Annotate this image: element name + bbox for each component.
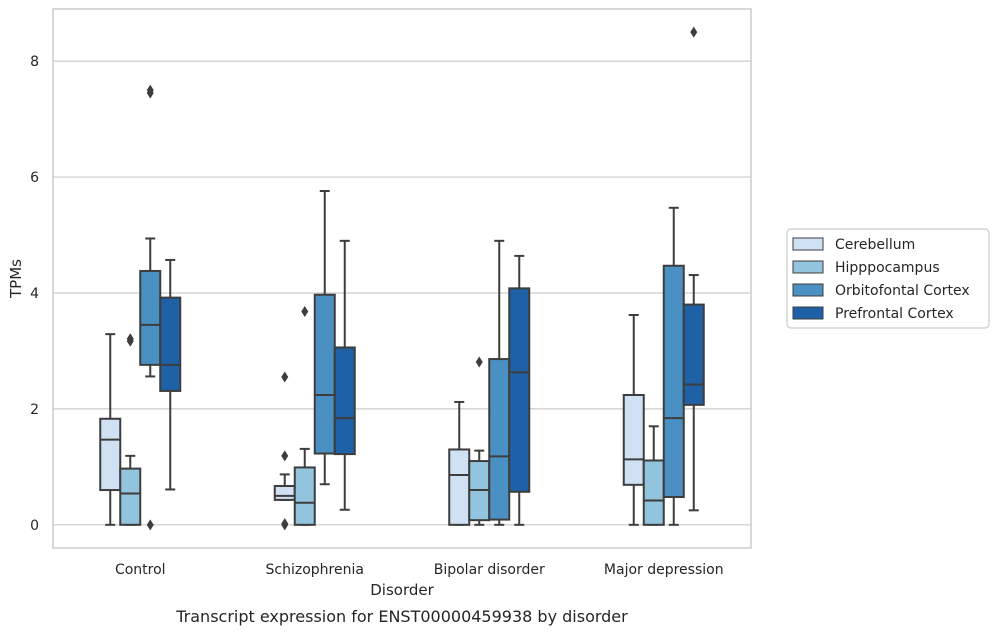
box-iqr (293, 466, 316, 526)
box-orbitofontal-cortex-control (139, 84, 162, 531)
box-iqr (682, 303, 705, 406)
legend: Cerebellum Hipppocampus Orbitofontal Corte… (786, 228, 990, 329)
outlier-point (146, 519, 154, 531)
legend-label: Prefrontal Cortex (835, 306, 954, 322)
box-orbitofontal-cortex-schizophrenia (313, 189, 336, 486)
legend-swatch (792, 260, 824, 274)
chart-caption: Transcript expression for ENST0000045993… (175, 607, 628, 626)
outlier-point (301, 306, 309, 318)
box-iqr (662, 264, 685, 498)
box-prefrontal-cortex-schizophrenia (333, 239, 356, 511)
outlier-point (126, 333, 134, 345)
box-iqr (99, 417, 122, 492)
x-axis-ticks: Control Schizophrenia Bipolar disorder Majo… (115, 562, 724, 578)
y-tick-label: 2 (30, 402, 39, 418)
legend-swatch (792, 237, 824, 251)
y-tick-label: 8 (30, 54, 39, 70)
box-iqr (642, 459, 665, 526)
box-prefrontal-cortex-bipolar-disorder (508, 254, 531, 526)
box-iqr (119, 467, 142, 526)
box-iqr (508, 287, 531, 493)
plot-frame (52, 8, 752, 549)
box-hipppocampus-schizophrenia (293, 306, 316, 526)
box-orbitofontal-cortex-bipolar-disorder (488, 239, 511, 526)
box-iqr (488, 358, 511, 521)
y-tick-label: 4 (30, 286, 39, 302)
box-iqr (448, 448, 471, 526)
legend-label: Cerebellum (835, 237, 915, 253)
outlier-point (281, 518, 289, 530)
outlier-point (146, 84, 154, 96)
legend-frame (786, 228, 990, 329)
box-cerebellum-bipolar-disorder (448, 400, 471, 526)
y-tick-label: 0 (30, 518, 39, 534)
legend-swatch (792, 283, 824, 297)
box-cerebellum-schizophrenia (273, 371, 296, 531)
box-iqr (333, 346, 356, 456)
box-hipppocampus-major-depression (642, 425, 665, 526)
outlier-point (690, 26, 698, 38)
legend-label: Hipppocampus (835, 260, 940, 276)
outlier-point (475, 356, 483, 368)
x-axis-label: Disorder (370, 581, 434, 599)
box-cerebellum-control (99, 333, 122, 526)
box-prefrontal-cortex-control (159, 258, 182, 491)
box-hipppocampus-bipolar-disorder (468, 356, 491, 526)
box-orbitofontal-cortex-major-depression (662, 206, 685, 526)
y-axis-ticks: 0 2 4 6 8 (30, 54, 39, 534)
y-axis-label: TPMs (7, 259, 25, 299)
y-tick-label: 6 (30, 170, 39, 186)
box-cerebellum-major-depression (622, 314, 645, 526)
box-iqr (622, 393, 645, 486)
legend-swatch (792, 306, 824, 320)
outlier-point (281, 371, 289, 383)
outlier-point (281, 450, 289, 462)
box-iqr (273, 484, 296, 501)
box-iqr (159, 296, 182, 392)
legend-label: Orbitofontal Cortex (835, 283, 970, 299)
x-tick-label: Bipolar disorder (434, 562, 545, 578)
box-iqr (139, 269, 162, 366)
x-tick-label: Schizophrenia (266, 562, 364, 578)
box-hipppocampus-control (119, 333, 142, 526)
x-tick-label: Control (115, 562, 166, 578)
box-prefrontal-cortex-major-depression (682, 26, 705, 512)
box-plots (99, 26, 705, 531)
x-tick-label: Major depression (604, 562, 724, 578)
box-iqr (313, 293, 336, 455)
